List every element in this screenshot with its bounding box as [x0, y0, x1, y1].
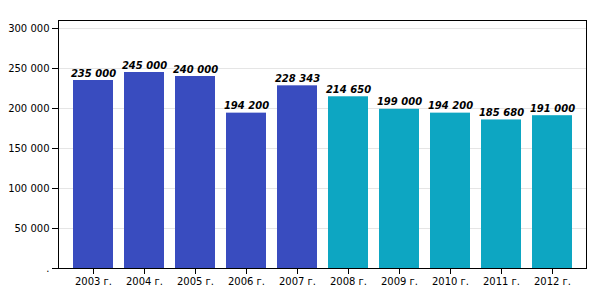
svg-text:185 680: 185 680: [479, 107, 524, 118]
svg-text:228 343: 228 343: [275, 73, 320, 84]
svg-text:2004 г.: 2004 г.: [126, 276, 163, 287]
svg-text:2009 г.: 2009 г.: [381, 276, 418, 287]
svg-text:245 000: 245 000: [122, 60, 167, 71]
svg-text:191 000: 191 000: [530, 103, 575, 114]
svg-text:300 000: 300 000: [8, 23, 49, 34]
svg-text:194 200: 194 200: [224, 100, 269, 111]
svg-text:50 000: 50 000: [15, 223, 50, 234]
svg-text:240 000: 240 000: [173, 64, 218, 75]
svg-text:2008 г.: 2008 г.: [330, 276, 367, 287]
svg-text:194 200: 194 200: [428, 100, 473, 111]
svg-text:150 000: 150 000: [8, 143, 49, 154]
svg-text:2012 г.: 2012 г.: [534, 276, 571, 287]
svg-text:199 000: 199 000: [377, 96, 422, 107]
svg-text:250 000: 250 000: [8, 63, 49, 74]
svg-text:2007 г.: 2007 г.: [279, 276, 316, 287]
svg-text:2010 г.: 2010 г.: [432, 276, 469, 287]
svg-text:2011 г.: 2011 г.: [483, 276, 520, 287]
svg-text:200 000: 200 000: [8, 103, 49, 114]
svg-text:2003 г.: 2003 г.: [75, 276, 112, 287]
svg-text:2006 г.: 2006 г.: [228, 276, 265, 287]
svg-text:100 000: 100 000: [8, 183, 49, 194]
svg-text:214 650: 214 650: [326, 84, 371, 95]
svg-text:.: .: [46, 263, 49, 274]
svg-text:2005 г.: 2005 г.: [177, 276, 214, 287]
svg-text:235 000: 235 000: [71, 68, 116, 79]
